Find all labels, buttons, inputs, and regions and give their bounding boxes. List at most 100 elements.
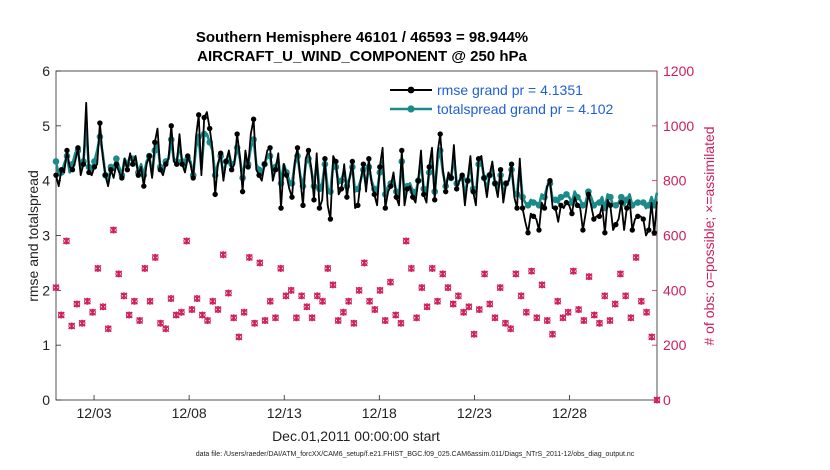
- rmse-point: [629, 227, 636, 233]
- rmse-point: [508, 161, 515, 167]
- obs-assimilated-marker: [146, 297, 154, 305]
- x-tick-label: 12/23: [457, 405, 492, 421]
- obs-assimilated-marker: [324, 264, 332, 272]
- x-tick-label: 12/03: [77, 405, 112, 421]
- rmse-point: [250, 116, 257, 122]
- obs-assimilated-marker: [99, 303, 107, 311]
- obs-assimilated-marker: [157, 319, 165, 327]
- obs-assimilated-marker: [94, 264, 102, 272]
- obs-assimilated-marker: [627, 314, 635, 322]
- rmse-point: [108, 167, 114, 173]
- rmse-point: [141, 183, 147, 189]
- rmse-point: [377, 164, 383, 170]
- obs-assimilated-marker: [397, 319, 405, 327]
- rmse-point: [86, 169, 92, 176]
- x-tick-label: 12/18: [362, 405, 397, 421]
- obs-assimilated-marker: [616, 270, 624, 278]
- y-right-tick-label: 400: [663, 282, 687, 298]
- rmse-point: [322, 156, 328, 162]
- obs-assimilated-marker: [564, 308, 572, 316]
- obs-assimilated-marker: [653, 396, 661, 404]
- obs-assimilated-marker: [261, 316, 269, 324]
- rmse-point: [492, 180, 498, 187]
- obs-assimilated-marker: [475, 306, 483, 314]
- obs-assimilated-marker: [319, 297, 327, 305]
- rmse-series: [53, 101, 658, 237]
- rmse-point: [404, 186, 410, 192]
- obs-assimilated-marker: [256, 259, 264, 267]
- rmse-point: [602, 230, 608, 236]
- obs-assimilated-marker: [62, 237, 70, 245]
- rmse-point: [234, 131, 240, 137]
- rmse-point: [53, 172, 59, 178]
- obs-assimilated-marker: [141, 264, 149, 272]
- rmse-point: [69, 167, 76, 173]
- obs-assimilated-marker: [167, 295, 175, 303]
- obs-assimilated-marker: [439, 270, 447, 278]
- obs-assimilated-marker: [444, 284, 452, 292]
- obs-assimilated-marker: [73, 300, 81, 308]
- rmse-point: [421, 191, 427, 198]
- rmse-point: [530, 213, 537, 220]
- rmse-point: [196, 112, 202, 118]
- footer-note: data file: /Users/raeder/DAI/ATM_forcXX/…: [195, 451, 635, 458]
- rmse-point: [624, 205, 630, 211]
- obs-assimilated-marker: [460, 308, 468, 316]
- obs-assimilated-marker: [392, 311, 400, 319]
- obs-assimilated-marker: [104, 325, 112, 333]
- obs-assimilated-marker: [548, 330, 556, 338]
- rmse-point: [393, 194, 399, 200]
- obs-assimilated-marker: [407, 264, 415, 272]
- obs-assimilated-marker: [209, 297, 217, 305]
- rmse-point: [135, 172, 142, 178]
- obs-assimilated-marker: [366, 297, 374, 305]
- obs-assimilated-marker: [501, 319, 509, 327]
- spread-point: [618, 193, 625, 201]
- obs-assimilated-marker: [334, 316, 342, 324]
- rmse-point: [382, 205, 389, 211]
- rmse-point: [119, 175, 125, 181]
- y-right-tick-label: 800: [663, 173, 687, 189]
- rmse-point: [486, 172, 493, 178]
- y-tick-label: 0: [42, 392, 50, 408]
- obs-assimilated-marker: [481, 270, 489, 278]
- obs-assimilated-marker: [313, 292, 321, 300]
- rmse-point: [327, 216, 334, 222]
- rmse-point: [596, 213, 603, 220]
- rmse-point: [75, 145, 81, 151]
- obs-assimilated-marker: [371, 306, 379, 314]
- rmse-point: [157, 167, 163, 173]
- obs-assimilated-marker: [130, 297, 138, 305]
- rmse-point: [519, 205, 526, 211]
- rmse-point: [569, 210, 575, 217]
- obs-assimilated-marker: [162, 325, 170, 333]
- rmse-point: [635, 213, 641, 220]
- rmse-point: [613, 221, 619, 228]
- rmse-point: [179, 161, 185, 167]
- x-tick-label: 12/13: [267, 405, 302, 421]
- rmse-point: [607, 202, 614, 209]
- y-right-tick-label: 1200: [663, 63, 694, 79]
- obs-assimilated-marker: [125, 311, 133, 319]
- rmse-point: [311, 197, 317, 203]
- obs-assimilated-marker: [83, 297, 91, 305]
- y-tick-label: 5: [42, 118, 50, 134]
- rmse-point: [338, 186, 345, 192]
- rmse-point: [481, 175, 487, 181]
- obs-assimilated-marker: [303, 303, 311, 311]
- rmse-point: [448, 175, 454, 181]
- rmse-point: [388, 183, 394, 189]
- rmse-point: [459, 172, 465, 178]
- obs-assimilated-marker: [512, 270, 520, 278]
- obs-assimilated-marker: [559, 314, 567, 322]
- spread-point: [557, 193, 565, 201]
- obs-assimilated-marker: [376, 286, 384, 294]
- obs-assimilated-marker: [193, 295, 201, 303]
- obs-assimilated-marker: [272, 314, 279, 322]
- rmse-point: [464, 177, 471, 184]
- obs-assimilated-marker: [386, 278, 394, 286]
- obs-assimilated-marker: [136, 316, 144, 324]
- y-tick-label: 3: [42, 228, 50, 244]
- obs-assimilated-marker: [345, 297, 353, 305]
- spread-point: [639, 199, 647, 206]
